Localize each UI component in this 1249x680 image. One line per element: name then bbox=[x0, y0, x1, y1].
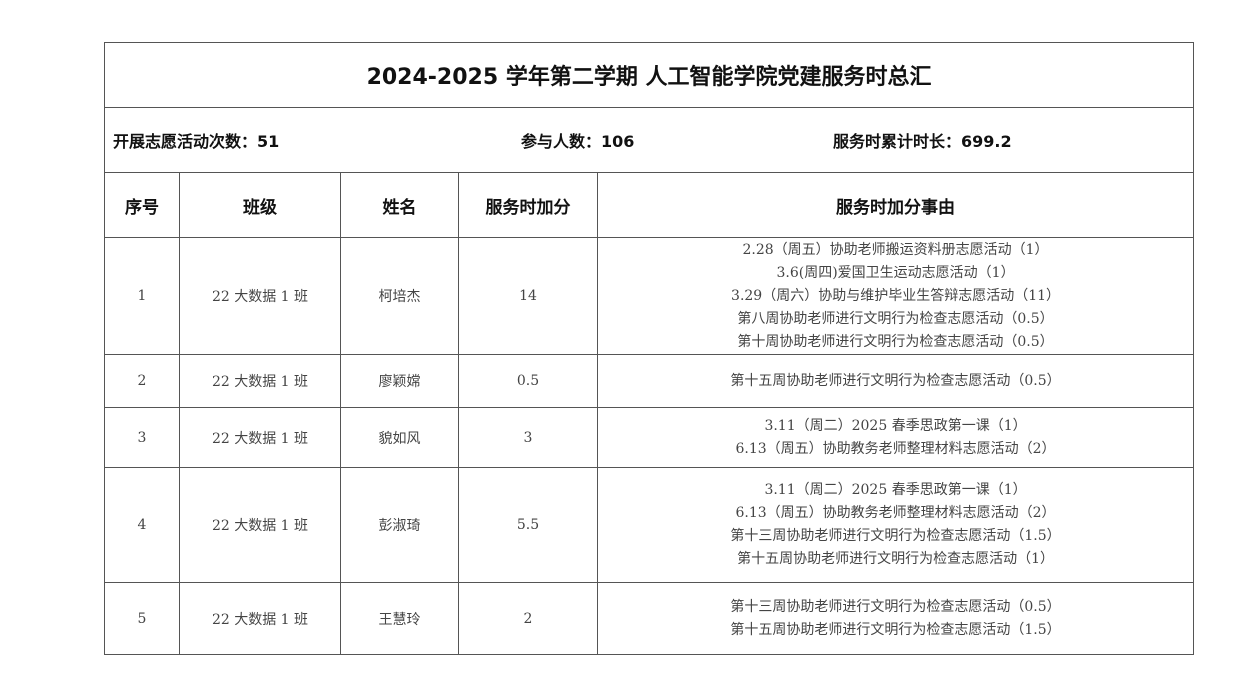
table-row: 4 22 大数据 1 班彭淑琦 5.5 3.11（周二）2025 春季思政第一课（1）… bbox=[104, 467, 1195, 583]
row-reasons: 2.28（周五）协助老师搬运资料册志愿活动（1） 3.6(周四)爱国卫生运动志愿活… bbox=[596, 237, 1195, 355]
summary-row: 开展志愿活动次数：51 参与人数：106 服务时累计时长：699.2 bbox=[103, 107, 1195, 173]
row-reasons: 3.11（周二）2025 春季思政第一课（1） 6.13（周五）协助教务老师整理材… bbox=[596, 407, 1195, 468]
row-class: 22 大数据 1 班 bbox=[179, 237, 341, 355]
reason-line: 第十周协助老师进行文明行为检查志愿活动（0.5） bbox=[737, 333, 1054, 350]
row-class: 22 大数据 1 班 bbox=[179, 467, 341, 583]
table-row: 2 22 大数据 1 班廖颖嫦 0.5 第十五周协助老师进行文明行为检查志愿活动（0.… bbox=[104, 354, 1195, 408]
row-number: 4 bbox=[104, 467, 180, 583]
row-reasons: 第十五周协助老师进行文明行为检查志愿活动（0.5） bbox=[596, 354, 1195, 408]
reason-line: 3.11（周二）2025 春季思政第一课（1） bbox=[764, 417, 1027, 434]
hours-label: 服务时累计时长： bbox=[833, 132, 962, 151]
row-number: 1 bbox=[104, 237, 180, 355]
row-points: 3 bbox=[458, 407, 598, 468]
reason-line: 第十五周协助老师进行文明行为检查志愿活动（0.5） bbox=[730, 372, 1061, 389]
hours-summary: 服务时累计时长：699.2 bbox=[833, 128, 1012, 152]
table-title: 2024-2025 学年第二学期 人工智能学院党建服务时总汇 bbox=[103, 42, 1195, 108]
table-row: 3 22 大数据 1 班貌如风 3 3.11（周二）2025 春季思政第一课（1） 6.… bbox=[104, 407, 1195, 468]
reason-line: 3.6(周四)爱国卫生运动志愿活动（1） bbox=[776, 264, 1015, 281]
header-name: 姓名 bbox=[340, 172, 459, 238]
participants-summary: 参与人数：106 bbox=[521, 128, 833, 152]
row-points: 14 bbox=[458, 237, 598, 355]
reason-line: 第十三周协助老师进行文明行为检查志愿活动（0.5） bbox=[730, 598, 1061, 615]
reason-line: 3.29（周六）协助与维护毕业生答辩志愿活动（11） bbox=[731, 287, 1061, 304]
row-name: 柯培杰 bbox=[340, 237, 459, 355]
reason-line: 第十三周协助老师进行文明行为检查志愿活动（1.5） bbox=[730, 528, 1061, 544]
reason-line: 第十五周协助老师进行文明行为检查志愿活动（1） bbox=[737, 551, 1054, 567]
participants-value: 106 bbox=[601, 132, 635, 151]
service-hours-table: 2024-2025 学年第二学期 人工智能学院党建服务时总汇 开展志愿活动次数：… bbox=[103, 42, 1195, 655]
reason-line: 第八周协助老师进行文明行为检查志愿活动（0.5） bbox=[737, 310, 1054, 327]
table-row: 1 22 大数据 1 班柯培杰 14 2.28（周五）协助老师搬运资料册志愿活动（1）… bbox=[104, 237, 1195, 355]
row-name: 彭淑琦 bbox=[340, 467, 459, 583]
participants-label: 参与人数： bbox=[521, 132, 602, 151]
row-points: 0.5 bbox=[458, 354, 598, 408]
table-row: 5 22 大数据 1 班王慧玲 2 第十三周协助老师进行文明行为检查志愿活动（0.5）… bbox=[104, 582, 1195, 655]
row-reasons: 3.11（周二）2025 春季思政第一课（1） 6.13（周五）协助教务老师整理材… bbox=[596, 467, 1195, 583]
header-class: 班级 bbox=[179, 172, 341, 238]
activities-value: 51 bbox=[257, 132, 280, 151]
row-class: 22 大数据 1 班 bbox=[179, 582, 341, 655]
reason-line: 第十五周协助老师进行文明行为检查志愿活动（1.5） bbox=[730, 621, 1061, 638]
row-number: 3 bbox=[104, 407, 180, 468]
row-number: 2 bbox=[104, 354, 180, 408]
reason-line: 6.13（周五）协助教务老师整理材料志愿活动（2） bbox=[735, 440, 1056, 457]
row-class: 22 大数据 1 班 bbox=[179, 354, 341, 408]
row-reasons: 第十三周协助老师进行文明行为检查志愿活动（0.5） 第十五周协助老师进行文明行为检… bbox=[596, 582, 1195, 655]
header-points: 服务时加分 bbox=[458, 172, 598, 238]
row-class: 22 大数据 1 班 bbox=[179, 407, 341, 468]
row-number: 5 bbox=[104, 582, 180, 655]
activities-label: 开展志愿活动次数： bbox=[113, 132, 258, 151]
hours-value: 699.2 bbox=[961, 132, 1012, 151]
header-row: 序号 班级 姓名 服务时加分 服务时加分事由 bbox=[104, 172, 1195, 238]
header-reason: 服务时加分事由 bbox=[596, 172, 1195, 238]
reason-line: 6.13（周五）协助教务老师整理材料志愿活动（2） bbox=[735, 505, 1056, 521]
header-no: 序号 bbox=[104, 172, 180, 238]
row-points: 5.5 bbox=[458, 467, 598, 583]
row-points: 2 bbox=[458, 582, 598, 655]
row-name: 貌如风 bbox=[340, 407, 459, 468]
activities-summary: 开展志愿活动次数：51 bbox=[113, 128, 521, 152]
reason-line: 3.11（周二）2025 春季思政第一课（1） bbox=[764, 482, 1027, 498]
row-name: 王慧玲 bbox=[340, 582, 459, 655]
reason-line: 2.28（周五）协助老师搬运资料册志愿活动（1） bbox=[742, 241, 1049, 258]
row-name: 廖颖嫦 bbox=[340, 354, 459, 408]
